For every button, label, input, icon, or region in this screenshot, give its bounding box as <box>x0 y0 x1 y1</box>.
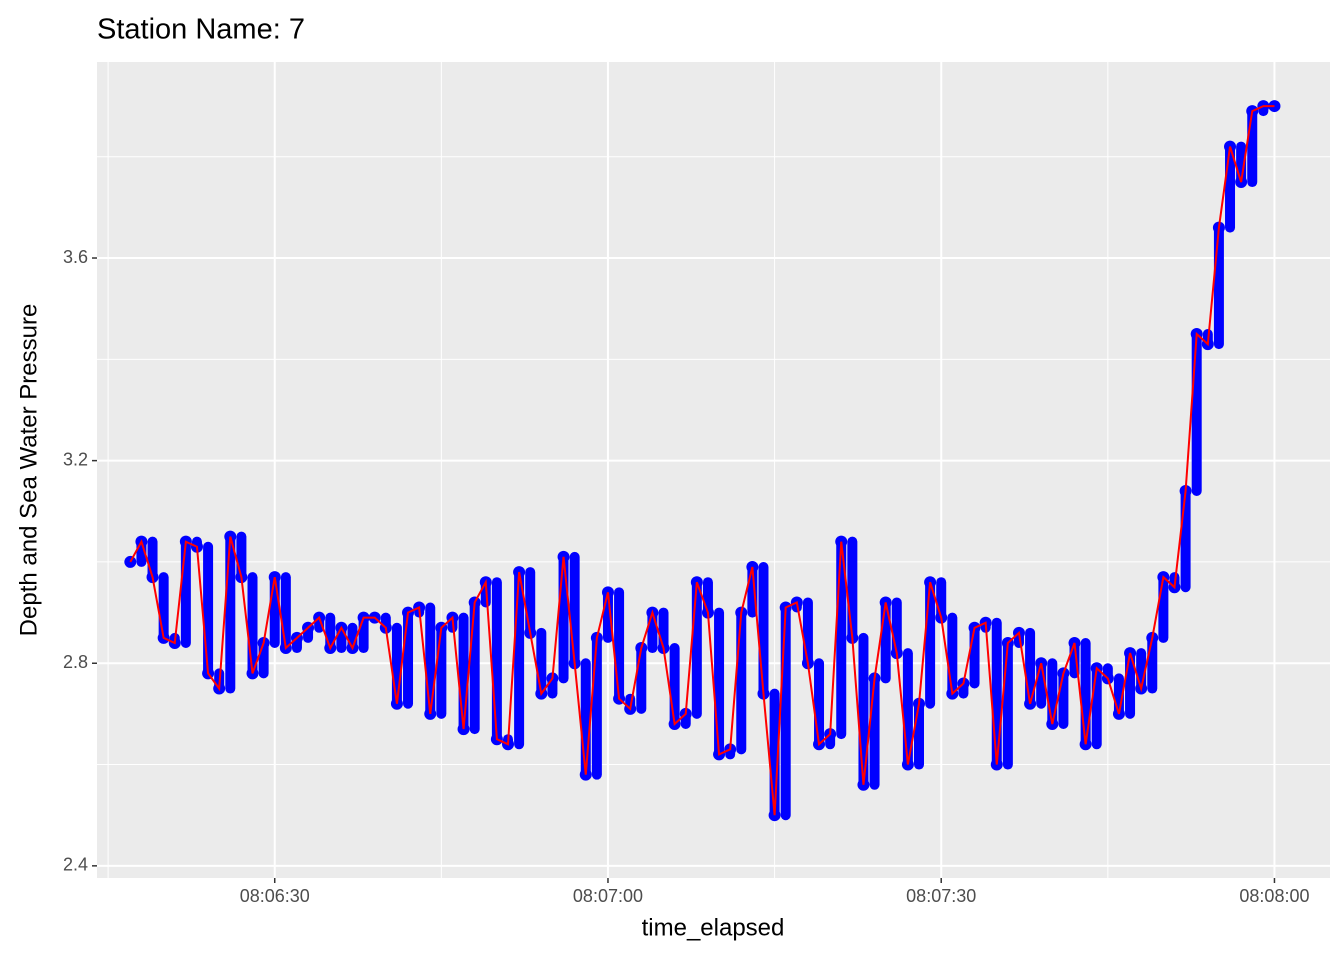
line <box>129 105 1275 816</box>
y-tick-label: 2.8 <box>63 652 88 672</box>
x-tick-label: 08:07:30 <box>906 886 976 906</box>
y-tick-label: 3.2 <box>63 449 88 469</box>
panel <box>97 62 1330 878</box>
x-tick-label: 08:07:00 <box>573 886 643 906</box>
x-tick-label: 08:08:00 <box>1239 886 1309 906</box>
y-tick-label: 3.6 <box>63 247 88 267</box>
x-axis-title: time_elapsed <box>642 914 785 941</box>
x-tick-label: 08:06:30 <box>240 886 310 906</box>
chart-title: Station Name: 7 <box>97 14 305 46</box>
y-tick-label: 2.4 <box>63 855 88 875</box>
y-axis-title: Depth and Sea Water Pressure <box>15 304 42 637</box>
